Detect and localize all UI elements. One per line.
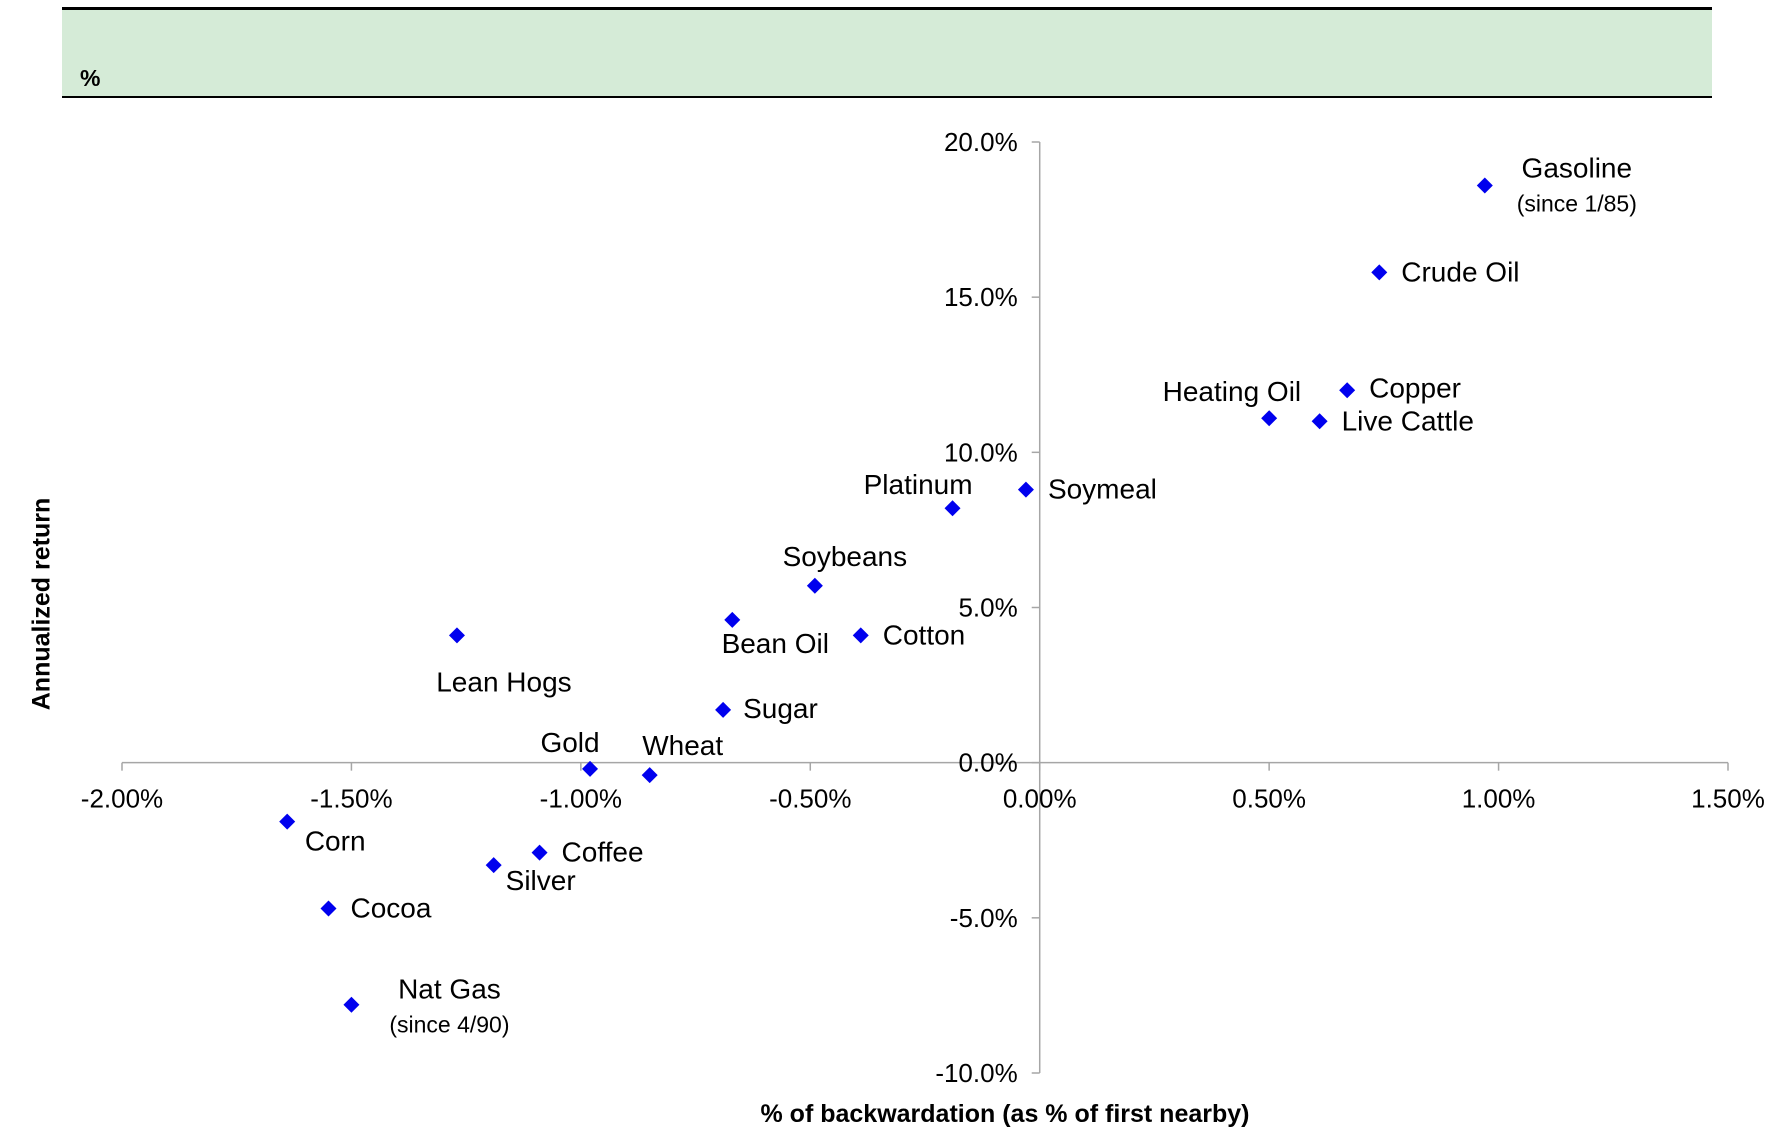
x-tick-label: -2.00% — [81, 784, 163, 814]
data-label-silver: Silver — [506, 865, 576, 896]
data-labels: Gasoline (since 1/85) Crude Oil Copper Heati… — [305, 152, 1637, 1037]
point-copper — [1339, 382, 1356, 399]
data-label-copper: Copper — [1369, 372, 1461, 403]
data-label-cotton: Cotton — [883, 619, 966, 650]
data-label-heating-oil: Heating Oil — [1163, 376, 1302, 407]
y-tick-label: -5.0% — [950, 903, 1018, 933]
point-heating-oil — [1261, 410, 1278, 427]
point-corn — [279, 813, 296, 830]
x-tick-label: -1.00% — [540, 784, 622, 814]
point-lean-hogs — [448, 627, 465, 644]
y-tick-label: 0.0% — [958, 748, 1017, 778]
y-tick-label: 10.0% — [944, 437, 1018, 467]
data-label-lean-hogs: Lean Hogs — [436, 666, 571, 697]
point-coffee — [531, 844, 548, 861]
x-tick-label: 0.00% — [1003, 784, 1077, 814]
data-label-platinum: Platinum — [864, 469, 973, 500]
y-tick-label: 5.0% — [958, 593, 1017, 623]
point-crude-oil — [1371, 264, 1388, 281]
data-label-gold: Gold — [540, 727, 599, 758]
point-silver — [485, 857, 502, 874]
data-label-live-cattle: Live Cattle — [1342, 405, 1474, 436]
data-label-coffee: Coffee — [562, 837, 644, 868]
point-wheat — [641, 767, 658, 784]
point-soymeal — [1017, 481, 1034, 498]
data-label-bean-oil: Bean Oil — [722, 628, 829, 659]
point-cocoa — [320, 900, 337, 917]
data-label-wheat: Wheat — [642, 730, 723, 761]
data-label-crude-oil: Crude Oil — [1401, 256, 1519, 287]
axes — [121, 141, 1729, 1074]
y-axis-label: Annualized return — [27, 497, 56, 711]
x-axis-label: % of backwardation (as % of first nearby… — [760, 1100, 1250, 1128]
y-tick-label: 20.0% — [944, 127, 1018, 157]
x-tick-label: 0.50% — [1232, 784, 1306, 814]
point-soybeans — [806, 577, 823, 594]
unit-label: % — [80, 65, 101, 91]
data-label-corn: Corn — [305, 826, 366, 857]
x-tick-label: 1.00% — [1462, 784, 1536, 814]
point-sugar — [715, 701, 732, 718]
data-label-cocoa: Cocoa — [350, 893, 431, 924]
data-points — [279, 177, 1493, 1013]
data-label-gasoline: Gasoline — [1522, 152, 1633, 183]
data-label-soybeans: Soybeans — [783, 541, 908, 572]
y-tick-label: 15.0% — [944, 282, 1018, 312]
data-label-soymeal: Soymeal — [1048, 474, 1157, 505]
header-band: % — [62, 7, 1712, 98]
x-tick-label: -1.50% — [310, 784, 392, 814]
point-gold — [582, 760, 599, 777]
data-label-sugar: Sugar — [743, 693, 818, 724]
point-platinum — [944, 500, 961, 517]
data-note-gasoline: (since 1/85) — [1517, 190, 1637, 216]
data-note-nat-gas: (since 4/90) — [389, 1012, 509, 1038]
point-cotton — [852, 627, 869, 644]
point-bean-oil — [724, 611, 741, 628]
x-tick-label: 1.50% — [1691, 784, 1765, 814]
point-gasoline — [1476, 177, 1493, 194]
y-tick-label: -10.0% — [935, 1058, 1017, 1088]
tick-labels: -2.00% -1.50% -1.00% -0.50% 0.00% 0.50% 1.00% 1… — [81, 127, 1765, 1088]
point-nat-gas — [343, 996, 360, 1013]
point-live-cattle — [1311, 413, 1328, 430]
data-label-nat-gas: Nat Gas — [398, 974, 501, 1005]
x-tick-label: -0.50% — [769, 784, 851, 814]
